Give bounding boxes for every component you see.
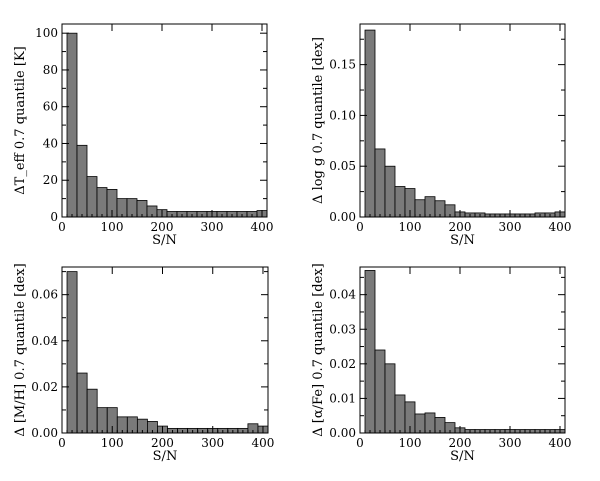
x-tick-label: 300 [499,220,522,234]
bar [86,388,98,434]
y-axis-label: Δ [M/H] 0.7 quantile [dex] [13,263,28,436]
y-tick-label: 0.15 [329,58,356,72]
bar [374,349,386,434]
x-tick-label: 300 [499,436,522,450]
y-axis-label: Δ log g 0.7 quantile [dex] [311,37,326,204]
x-tick-label: 400 [549,220,572,234]
y-tick-label: 0.04 [31,334,58,348]
x-tick-label: 0 [356,436,364,450]
bar [86,176,98,218]
x-tick-label: 200 [151,220,174,234]
y-tick-label: 0.05 [329,159,356,173]
x-tick-label: 100 [399,436,422,450]
bar [76,144,88,218]
x-tick-label: 200 [449,220,472,234]
y-tick-label: 0.04 [329,288,356,302]
panel-3: 0 100 200 300 400 0.00 0.02 0.04 0.06 S/N Δ [M/H] … [13,263,274,464]
bar [394,394,406,434]
bar [96,407,108,434]
y-tick-label: 0.03 [329,322,356,336]
y-tick-label: 0.02 [329,357,356,371]
y-tick-label: 0.00 [329,210,356,224]
bar [76,372,88,434]
bar [374,148,386,218]
x-tick-label: 400 [251,220,274,234]
x-tick-label: 300 [201,220,224,234]
bar [424,412,436,434]
bar [424,196,436,218]
plot-frame [61,23,268,218]
bar [66,32,78,218]
x-tick-label: 200 [151,436,174,450]
y-tick-label: 40 [43,136,58,150]
bar [66,271,78,434]
y-axis-label: Δ [α/Fe] 0.7 quantile [dex] [311,263,326,436]
y-tick-label: 80 [43,63,58,77]
y-tick-label: 0.06 [31,288,58,302]
x-tick-label: 200 [449,436,472,450]
y-tick-label: 0.01 [329,391,356,405]
x-tick-label: 100 [399,220,422,234]
y-tick-label: 0.10 [329,108,356,122]
y-tick-label: 0.00 [329,426,356,440]
x-axis-label: S/N [153,449,178,464]
y-tick-label: 0 [50,210,58,224]
bar [394,186,406,218]
y-tick-label: 100 [35,26,58,40]
y-tick-label: 20 [43,173,58,187]
x-tick-label: 100 [101,220,124,234]
x-tick-label: 400 [252,436,275,450]
x-axis-label: S/N [450,449,475,464]
bar [364,29,376,218]
x-tick-label: 100 [101,436,124,450]
y-tick-label: 0.02 [31,380,58,394]
bar [96,187,108,218]
x-tick-label: 0 [58,436,66,450]
x-tick-label: 0 [58,220,66,234]
y-tick-label: 0.00 [31,426,58,440]
bar [384,165,396,218]
panel-1: 0 100 200 300 400 0 20 40 60 80 100 S/N ΔT_eff 0.7 q… [13,23,274,248]
panel-4: 0 100 200 300 400 0.00 0.01 0.02 0.03 0.04 S/N Δ [α… [311,263,571,464]
x-tick-label: 300 [201,436,224,450]
plot-frame [61,266,269,434]
y-tick-label: 60 [43,100,58,114]
plot-frame [359,23,566,218]
y-axis-label: ΔT_eff 0.7 quantile [K] [13,46,28,194]
x-axis-label: S/N [450,233,475,248]
panel-2: 0 100 200 300 400 0.00 0.05 0.10 0.15 S/N Δ log g … [311,23,572,248]
plot-frame [359,266,566,434]
x-tick-label: 0 [356,220,364,234]
x-axis-label: S/N [152,233,177,248]
x-tick-label: 400 [549,436,572,450]
bar [384,363,396,434]
